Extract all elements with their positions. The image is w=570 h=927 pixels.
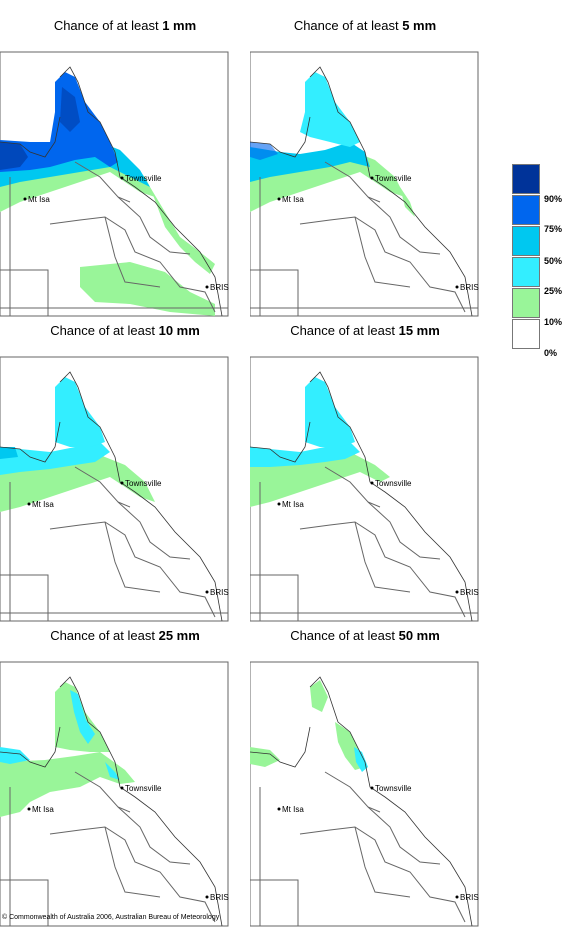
title-prefix: Chance of at least (293, 18, 403, 33)
label-brisbane: BRIS (460, 283, 479, 292)
legend-label-25: 25% (544, 286, 563, 296)
label-brisbane: BRIS (210, 588, 229, 597)
map-panel-1mm: Chance of at least 1 mm Townsville Mt Is… (0, 14, 240, 319)
title-prefix: Chance of at least (290, 628, 399, 643)
color-legend: 90% 75% 50% 25% 10% 0% (511, 164, 570, 364)
legend-swatch-0 (512, 319, 540, 349)
map-panel-25mm: Chance of at least 25 mm Townsville Mt I… (0, 624, 240, 927)
legend-label-50: 50% (544, 256, 563, 266)
map-panel-50mm: Chance of at least 50 mm Townsville Mt I… (250, 624, 490, 927)
label-brisbane: BRIS (210, 893, 229, 902)
panel-title: Chance of at least 5 mm (245, 14, 485, 38)
title-threshold: 5 mm (402, 18, 437, 33)
label-mt-isa: Mt Isa (282, 195, 304, 204)
legend-label-0: 0% (544, 348, 558, 358)
map-panel-15mm: Chance of at least 15 mm Townsville Mt I… (250, 319, 490, 624)
label-townsville: Townsville (125, 784, 162, 793)
panel-title: Chance of at least 15 mm (245, 319, 485, 343)
rainfall-map: Townsville Mt Isa BRIS (0, 356, 229, 622)
rainfall-map: Townsville Mt Isa BRIS (0, 51, 229, 317)
panel-title: Chance of at least 50 mm (245, 624, 485, 648)
label-townsville: Townsville (125, 174, 162, 183)
label-townsville: Townsville (375, 174, 412, 183)
label-townsville: Townsville (375, 784, 412, 793)
rainfall-map: Townsville Mt Isa BRIS (250, 661, 479, 927)
label-mt-isa: Mt Isa (28, 195, 50, 204)
legend-swatch-90 (512, 164, 540, 194)
legend-label-90: 90% (544, 194, 563, 204)
legend-label-10: 10% (544, 317, 563, 327)
legend-swatch-75 (512, 195, 540, 225)
title-threshold: 10 mm (158, 323, 200, 338)
title-threshold: 50 mm (398, 628, 440, 643)
label-brisbane: BRIS (460, 893, 479, 902)
title-prefix: Chance of at least (50, 628, 159, 643)
legend-swatch-25 (512, 257, 540, 287)
title-threshold: 15 mm (398, 323, 440, 338)
legend-swatch-10 (512, 288, 540, 318)
label-townsville: Townsville (375, 479, 412, 488)
legend-swatch-50 (512, 226, 540, 256)
label-mt-isa: Mt Isa (282, 500, 304, 509)
label-brisbane: BRIS (210, 283, 229, 292)
panel-title: Chance of at least 1 mm (5, 14, 245, 38)
title-threshold: 1 mm (162, 18, 197, 33)
label-townsville: Townsville (125, 479, 162, 488)
title-prefix: Chance of at least (50, 323, 159, 338)
label-mt-isa: Mt Isa (282, 805, 304, 814)
label-brisbane: BRIS (460, 588, 479, 597)
title-prefix: Chance of at least (53, 18, 163, 33)
panel-title: Chance of at least 10 mm (5, 319, 245, 343)
legend-label-75: 75% (544, 224, 563, 234)
rainfall-map: Townsville Mt Isa BRIS (250, 51, 479, 317)
label-mt-isa: Mt Isa (32, 500, 54, 509)
rainfall-map: Townsville Mt Isa BRIS (250, 356, 479, 622)
map-panel-5mm: Chance of at least 5 mm Townsville Mt Is… (250, 14, 490, 319)
panel-title: Chance of at least 25 mm (5, 624, 245, 648)
map-panel-10mm: Chance of at least 10 mm Townsville Mt I… (0, 319, 240, 624)
label-mt-isa: Mt Isa (32, 805, 54, 814)
title-threshold: 25 mm (158, 628, 200, 643)
title-prefix: Chance of at least (290, 323, 399, 338)
copyright-notice: © Commonwealth of Australia 2006, Austra… (2, 914, 220, 921)
rainfall-map: Townsville Mt Isa BRIS (0, 661, 229, 927)
